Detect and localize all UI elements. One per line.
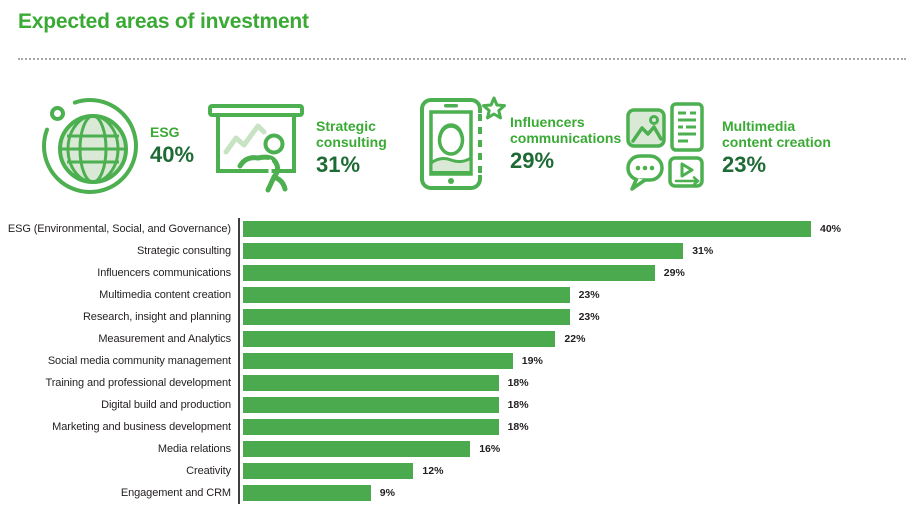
bar-zone: 18% bbox=[238, 372, 918, 394]
category-label: Marketing and business development bbox=[52, 421, 231, 433]
chart-row: Measurement and Analytics 22% bbox=[0, 328, 918, 350]
bar bbox=[243, 375, 499, 391]
value-label: 18% bbox=[507, 377, 529, 389]
page-title: Expected areas of investment bbox=[18, 10, 309, 33]
bar-zone: 40% bbox=[238, 218, 918, 240]
highlight-strategic-consulting: Strategic consulting 31% bbox=[206, 100, 400, 195]
bar-zone: 18% bbox=[238, 394, 918, 416]
bar bbox=[243, 353, 513, 369]
value-label: 9% bbox=[379, 487, 395, 499]
chart-row: Digital build and production 18% bbox=[0, 394, 918, 416]
bar bbox=[243, 287, 570, 303]
category-label: Media relations bbox=[157, 443, 231, 455]
value-label: 18% bbox=[507, 399, 529, 411]
highlight-label: ESG bbox=[150, 124, 180, 141]
chart-row: Media relations 16% bbox=[0, 438, 918, 460]
chart-row: Research, insight and planning 23% bbox=[0, 306, 918, 328]
category-label: Digital build and production bbox=[101, 399, 231, 411]
bar-zone: 12% bbox=[238, 460, 918, 482]
highlight-label: Influencers communications bbox=[510, 114, 622, 147]
influencer-phone-icon bbox=[418, 96, 506, 192]
globe-orbit-icon bbox=[40, 96, 140, 196]
chart-row: Strategic consulting 31% bbox=[0, 240, 918, 262]
chart-row: Marketing and business development 18% bbox=[0, 416, 918, 438]
highlight-label: Multimedia content creation bbox=[722, 118, 831, 151]
multimedia-collage-icon bbox=[626, 102, 712, 194]
value-label: 19% bbox=[521, 355, 543, 367]
bar bbox=[243, 485, 371, 501]
category-label: Engagement and CRM bbox=[120, 487, 231, 499]
bar bbox=[243, 419, 499, 435]
bar-rows: ESG (Environmental, Social, and Governan… bbox=[0, 218, 918, 504]
bar bbox=[243, 221, 811, 237]
bar-chart: ESG (Environmental, Social, and Governan… bbox=[0, 218, 918, 504]
bar-zone: 22% bbox=[238, 328, 918, 350]
bar-zone: 23% bbox=[238, 306, 918, 328]
category-label: Strategic consulting bbox=[137, 245, 231, 257]
chart-row: Engagement and CRM 9% bbox=[0, 482, 918, 504]
chart-row: Training and professional development 18% bbox=[0, 372, 918, 394]
chart-row: Creativity 12% bbox=[0, 460, 918, 482]
category-label: Measurement and Analytics bbox=[98, 333, 231, 345]
bar-zone: 16% bbox=[238, 438, 918, 460]
bar bbox=[243, 463, 414, 479]
category-label: Multimedia content creation bbox=[99, 289, 231, 301]
highlight-multimedia-content-creation: Multimedia content creation 23% bbox=[626, 102, 844, 194]
category-label: Social media community management bbox=[47, 355, 231, 367]
bar bbox=[243, 331, 556, 347]
bar bbox=[243, 309, 570, 325]
bar-zone: 19% bbox=[238, 350, 918, 372]
chart-row: Influencers communications 29% bbox=[0, 262, 918, 284]
chart-row: Multimedia content creation 23% bbox=[0, 284, 918, 306]
value-label: 22% bbox=[564, 333, 586, 345]
value-label: 23% bbox=[578, 289, 600, 301]
bar bbox=[243, 243, 684, 259]
bar-zone: 29% bbox=[238, 262, 918, 284]
category-label: Creativity bbox=[186, 465, 231, 477]
category-label: Influencers communications bbox=[97, 267, 231, 279]
bar-zone: 31% bbox=[238, 240, 918, 262]
value-label: 12% bbox=[422, 465, 444, 477]
highlight-value: 23% bbox=[722, 152, 767, 178]
highlight-label: Strategic consulting bbox=[316, 117, 387, 150]
bar bbox=[243, 397, 499, 413]
bar bbox=[243, 265, 655, 281]
bar-zone: 23% bbox=[238, 284, 918, 306]
highlight-esg: ESG 40% bbox=[40, 96, 194, 196]
category-label: Training and professional development bbox=[45, 377, 232, 389]
category-label: Research, insight and planning bbox=[82, 311, 231, 323]
presentation-chart-icon bbox=[206, 100, 306, 195]
value-label: 40% bbox=[820, 223, 842, 235]
value-label: 23% bbox=[578, 311, 600, 323]
dotted-divider bbox=[18, 58, 906, 60]
value-label: 29% bbox=[663, 267, 685, 279]
chart-row: Social media community management 19% bbox=[0, 350, 918, 372]
value-label: 16% bbox=[479, 443, 501, 455]
highlight-value: 29% bbox=[510, 148, 555, 174]
bar bbox=[243, 441, 471, 457]
value-label: 18% bbox=[507, 421, 529, 433]
chart-row: ESG (Environmental, Social, and Governan… bbox=[0, 218, 918, 240]
highlight-value: 40% bbox=[150, 142, 195, 168]
bar-zone: 18% bbox=[238, 416, 918, 438]
category-label: ESG (Environmental, Social, and Governan… bbox=[7, 223, 231, 235]
bar-zone: 9% bbox=[238, 482, 918, 504]
highlight-value: 31% bbox=[316, 151, 361, 177]
highlight-influencers-communications: Influencers communications 29% bbox=[418, 96, 632, 192]
value-label: 31% bbox=[692, 245, 714, 257]
